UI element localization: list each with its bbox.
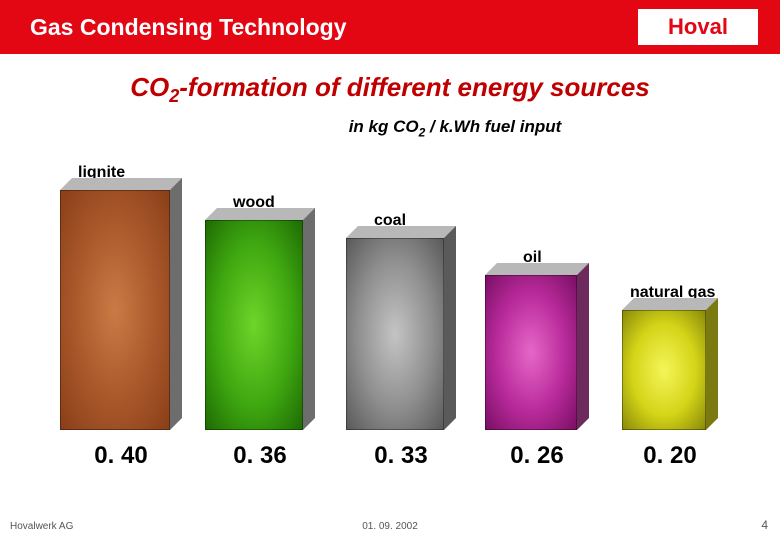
bar-top-face	[346, 226, 456, 238]
bar-coal: coal0. 33	[346, 226, 456, 430]
bar-oil: oil0. 26	[485, 263, 589, 430]
header-bar: Gas Condensing Technology Hoval	[0, 0, 780, 54]
bar-front-face	[346, 238, 444, 430]
bar-wood: wood0. 36	[205, 208, 315, 430]
title-sub: 2	[169, 86, 179, 106]
bar-value: 0. 26	[485, 442, 589, 470]
bar-side-face	[444, 226, 456, 430]
bar-top-face	[60, 178, 182, 190]
subtitle-pre: in kg CO	[349, 117, 419, 136]
bar-top-face	[622, 298, 718, 310]
bar-top-face	[485, 263, 589, 275]
bar-side-face	[706, 298, 718, 430]
header-title: Gas Condensing Technology	[30, 14, 347, 41]
bar-top-face	[205, 208, 315, 220]
bar-front-face	[205, 220, 303, 430]
subtitle-post: / k.Wh fuel input	[425, 117, 561, 136]
chart-subtitle: in kg CO2 / k.Wh fuel input	[0, 117, 780, 139]
logo-text: Hoval	[668, 14, 728, 40]
bar-front-face	[485, 275, 577, 430]
bar-side-face	[577, 263, 589, 430]
title-area: CO2-formation of different energy source…	[0, 72, 780, 140]
bar-natural-gas: natural gas0. 20	[622, 298, 718, 430]
bar-value: 0. 36	[205, 442, 315, 470]
footer-center: 01. 09. 2002	[362, 521, 418, 532]
footer-left: Hovalwerk AG	[10, 521, 73, 532]
chart-title: CO2-formation of different energy source…	[0, 72, 780, 107]
bar-front-face	[60, 190, 170, 430]
bar-side-face	[170, 178, 182, 430]
bar-front-face	[622, 310, 706, 430]
bar-side-face	[303, 208, 315, 430]
logo-box: Hoval	[638, 9, 758, 45]
title-pre: CO	[130, 72, 169, 102]
bar-value: 0. 40	[60, 442, 182, 470]
bar-lignite: lignite0. 40	[60, 178, 182, 430]
bar-value: 0. 20	[622, 442, 718, 470]
bar-value: 0. 33	[346, 442, 456, 470]
footer-right: 4	[761, 518, 768, 532]
title-post: -formation of different energy sources	[179, 72, 650, 102]
chart-area: lignite0. 40wood0. 36 coal0. 33 oil0. 26 na…	[60, 175, 740, 430]
